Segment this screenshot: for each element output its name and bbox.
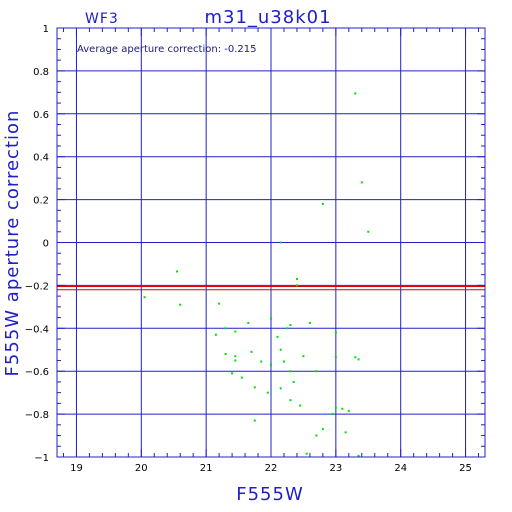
data-point: [143, 296, 146, 299]
data-point: [289, 370, 292, 373]
chart-title: m31_u38k01: [204, 7, 331, 28]
data-point: [218, 302, 221, 305]
data-point: [292, 380, 295, 383]
data-points: [143, 92, 370, 457]
data-point: [334, 331, 337, 334]
data-point: [357, 358, 360, 361]
data-point: [321, 202, 324, 205]
y-tick-label: 0.2: [33, 196, 49, 207]
data-point: [347, 409, 350, 412]
data-point: [250, 350, 253, 353]
y-tick-label: 0.6: [33, 110, 49, 121]
x-axis-label: F555W: [236, 484, 304, 505]
data-point: [289, 324, 292, 327]
data-point: [276, 335, 279, 338]
grid-layer: [57, 27, 485, 458]
data-point: [279, 387, 282, 390]
data-point: [289, 399, 292, 402]
data-point: [295, 284, 298, 287]
data-point: [214, 333, 217, 336]
data-point: [295, 277, 298, 280]
data-point: [315, 434, 318, 437]
data-point: [270, 363, 272, 366]
data-point: [260, 360, 263, 363]
data-point: [234, 359, 237, 362]
x-tick-label: 24: [394, 463, 407, 474]
data-point: [302, 355, 305, 358]
x-tick-label: 21: [200, 463, 213, 474]
data-point: [234, 330, 237, 333]
y-tick-label: 0.4: [33, 153, 49, 164]
data-point: [253, 386, 256, 389]
detector-label: WF3: [85, 11, 119, 27]
x-tick-label: 25: [459, 463, 472, 474]
x-tick-label: 19: [70, 463, 83, 474]
data-point: [266, 391, 269, 394]
data-point: [331, 413, 334, 416]
data-point: [179, 303, 182, 306]
reference-lines: [57, 285, 485, 291]
data-point: [253, 419, 256, 422]
data-point: [367, 230, 370, 233]
data-point: [299, 404, 302, 407]
x-tick-label: 23: [329, 463, 342, 474]
data-point: [315, 370, 318, 373]
data-point: [308, 321, 311, 324]
data-point: [240, 376, 243, 379]
data-point: [360, 181, 363, 184]
data-point: [279, 241, 282, 244]
tick-marks: [57, 27, 485, 458]
data-point: [354, 356, 357, 359]
y-tick-label: −0.2: [25, 281, 49, 292]
data-point: [341, 407, 344, 410]
y-tick-label: −0.4: [25, 324, 49, 335]
data-point: [270, 317, 272, 320]
data-point: [279, 348, 282, 351]
y-tick-label: 0: [43, 239, 49, 250]
y-axis-label: F555W aperture correction: [2, 110, 23, 377]
data-point: [286, 327, 289, 330]
average-annotation: Average aperture correction: -0.215: [77, 44, 257, 55]
x-tick-label: 20: [135, 463, 148, 474]
y-tick-label: −1: [34, 453, 49, 464]
data-point: [321, 428, 324, 431]
data-point: [247, 321, 250, 324]
data-point: [344, 431, 347, 434]
data-point: [234, 355, 237, 358]
data-point: [224, 353, 227, 356]
data-point: [282, 360, 285, 363]
data-point: [305, 452, 308, 455]
y-tick-label: −0.8: [25, 410, 49, 421]
data-point: [175, 270, 178, 273]
data-point: [224, 327, 227, 330]
data-point: [354, 92, 357, 95]
x-tick-label: 22: [265, 463, 278, 474]
tick-labels: 19 20 21 22 23 24 25 −1 −0.8 −0.6 −0.4 −0.2 0 0.2 0.4 0…: [25, 24, 472, 474]
data-point: [231, 372, 234, 375]
data-point: [334, 406, 337, 409]
y-tick-label: 1: [43, 24, 49, 35]
data-point: [357, 454, 360, 457]
y-tick-label: −0.6: [25, 367, 49, 378]
y-tick-label: 0.8: [33, 67, 49, 78]
data-point: [334, 356, 337, 359]
